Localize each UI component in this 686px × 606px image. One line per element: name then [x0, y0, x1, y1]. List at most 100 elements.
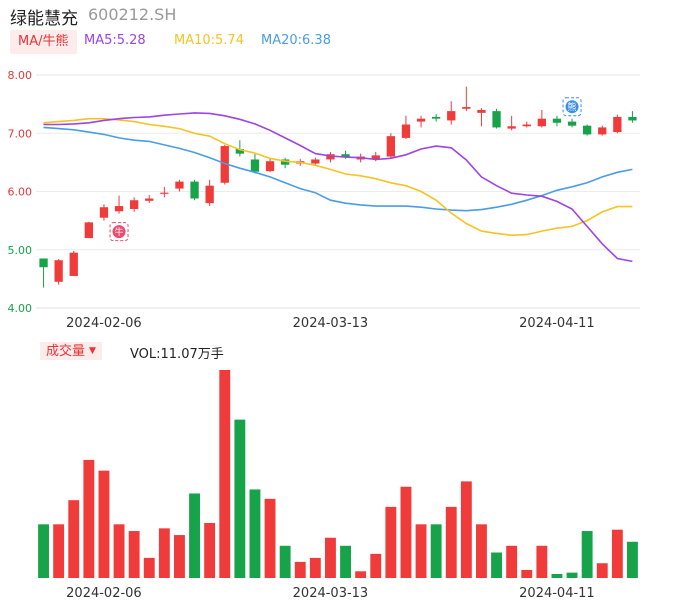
volume-bar	[294, 561, 306, 578]
volume-bar	[566, 572, 578, 578]
candle-body	[205, 185, 214, 204]
candle-body	[160, 192, 169, 194]
bull-icon-frame	[109, 222, 129, 242]
volume-bar	[143, 557, 155, 578]
volume-bar	[68, 500, 80, 578]
ma-selector-button[interactable]: MA/牛熊	[10, 30, 77, 54]
candle-body	[567, 121, 577, 126]
stock-code: 600212.SH	[88, 5, 177, 24]
candle-body	[265, 161, 275, 172]
volume-bar	[476, 524, 487, 578]
volume-bar	[325, 537, 336, 578]
candle-body	[462, 107, 471, 109]
volume-bar	[340, 545, 351, 578]
volume-bar	[128, 531, 140, 578]
volume-bar	[536, 545, 548, 578]
candle-body	[69, 252, 78, 276]
volume-value: VOL:11.07万手	[130, 347, 224, 362]
x-tick-label: 2024-03-13	[293, 316, 369, 331]
volume-bar	[551, 573, 563, 578]
candle-body	[129, 200, 139, 209]
ma10-line	[43, 117, 633, 237]
candle-body	[401, 124, 411, 138]
y-tick-label: 8.00	[8, 69, 33, 82]
candle-body	[190, 181, 199, 199]
bear-icon-frame	[562, 97, 582, 117]
y-tick-label: 6.00	[8, 186, 33, 199]
y-tick-label: 7.00	[8, 127, 33, 140]
volume-bar	[113, 524, 125, 578]
volume-bar	[370, 553, 382, 578]
ma10-value: MA10:5.74	[174, 33, 244, 48]
volume-bar	[234, 419, 246, 578]
candle-body	[145, 198, 154, 201]
volume-bar	[627, 541, 638, 578]
volume-bar	[355, 571, 367, 578]
bear-icon	[565, 100, 579, 114]
candle-body	[431, 116, 441, 119]
volume-bar	[98, 470, 110, 578]
candle-body	[522, 124, 531, 127]
ma5-line	[43, 112, 633, 263]
volume-selector-button[interactable]: 成交量 ▼	[40, 342, 102, 360]
candle-body	[311, 159, 320, 164]
volume-bar	[460, 481, 472, 578]
volume-bar	[38, 524, 49, 578]
volume-bar	[158, 528, 170, 578]
volume-bar	[445, 506, 457, 578]
candle-body	[114, 206, 124, 212]
volume-bar	[506, 545, 518, 578]
candle-body	[99, 207, 109, 218]
volume-bar	[521, 569, 533, 578]
ma20-value: MA20:6.38	[261, 33, 331, 48]
candle-body	[416, 118, 426, 122]
x-tick-label: 2024-02-06	[66, 316, 142, 331]
volume-bar	[581, 531, 593, 578]
candle-body	[552, 118, 562, 123]
candle-body	[84, 222, 94, 239]
candle-body	[371, 155, 380, 160]
candle-body	[250, 159, 260, 172]
volume-bar	[385, 506, 397, 578]
volume-bar	[611, 529, 623, 578]
candle-body	[39, 258, 48, 268]
volume-bar	[189, 493, 200, 578]
candle-body	[326, 154, 335, 160]
volume-x-tick-label: 2024-04-11	[519, 586, 595, 601]
volume-bar	[264, 498, 276, 578]
volume-bar	[415, 524, 427, 578]
candle-body	[628, 116, 637, 121]
candle-body	[280, 159, 290, 165]
candle-body	[447, 111, 456, 121]
candle-body	[477, 109, 486, 113]
ma20-line	[43, 126, 633, 212]
candle-body	[235, 148, 245, 154]
volume-bar	[53, 524, 65, 578]
candle-body	[54, 260, 63, 282]
y-tick-label: 4.00	[8, 302, 33, 315]
candle-body	[582, 125, 592, 135]
bull-icon-label: 牛	[115, 226, 124, 238]
caret-down-icon: ▼	[89, 346, 96, 356]
candle-body	[175, 181, 184, 189]
candle-body	[507, 126, 516, 129]
volume-bar	[309, 557, 321, 578]
candle-body	[613, 116, 622, 133]
candle-body	[220, 146, 229, 183]
candle-body	[492, 111, 501, 128]
volume-bar	[430, 524, 442, 578]
y-tick-label: 5.00	[8, 244, 33, 257]
candle-body	[341, 154, 350, 157]
candle-body	[386, 136, 396, 157]
bear-icon-label: 熊	[568, 101, 577, 113]
volume-bar	[204, 522, 216, 578]
volume-x-tick-label: 2024-03-13	[293, 586, 369, 601]
volume-bar	[491, 552, 502, 578]
volume-bar	[249, 489, 261, 578]
candle-body	[537, 118, 547, 127]
volume-label: 成交量	[46, 344, 86, 359]
volume-x-tick-label: 2024-02-06	[66, 586, 142, 601]
volume-bar	[400, 486, 412, 578]
bull-icon	[112, 225, 126, 239]
